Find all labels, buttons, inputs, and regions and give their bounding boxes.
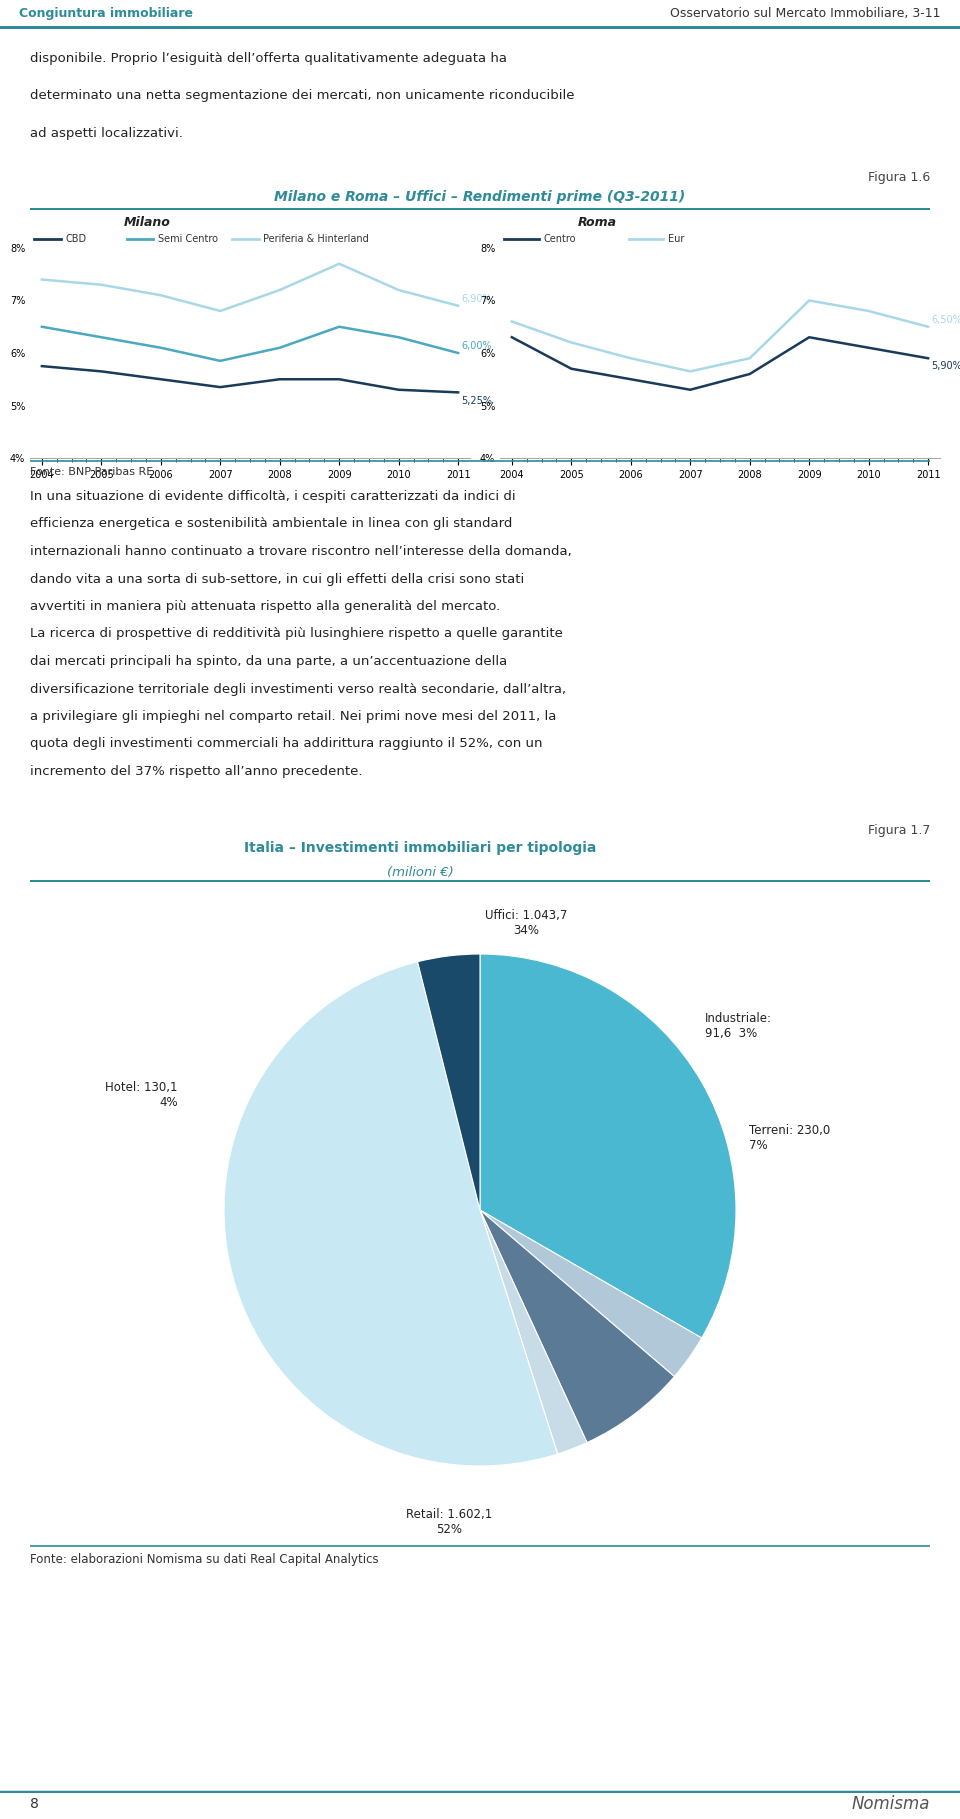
Text: 6,00%: 6,00% [461, 340, 492, 351]
Text: determinato una netta segmentazione dei mercati, non unicamente riconducibile: determinato una netta segmentazione dei … [30, 89, 574, 102]
Wedge shape [418, 953, 480, 1210]
Text: Roma: Roma [578, 215, 616, 229]
Text: incremento del 37% rispetto all’anno precedente.: incremento del 37% rispetto all’anno pre… [30, 766, 363, 779]
Text: Industriale:
91,6  3%: Industriale: 91,6 3% [706, 1011, 772, 1040]
Text: dando vita a una sorta di sub-settore, in cui gli effetti della crisi sono stati: dando vita a una sorta di sub-settore, i… [30, 573, 524, 586]
Text: Figura 1.7: Figura 1.7 [868, 824, 930, 837]
Text: diversificazione territoriale degli investimenti verso realtà secondarie, dall’a: diversificazione territoriale degli inve… [30, 682, 566, 695]
Text: internazionali hanno continuato a trovare riscontro nell’interesse della domanda: internazionali hanno continuato a trovar… [30, 546, 572, 558]
Text: Nomisma: Nomisma [852, 1795, 930, 1814]
Text: 5,25%: 5,25% [461, 395, 492, 406]
Text: efficienza energetica e sostenibilità ambientale in linea con gli standard: efficienza energetica e sostenibilità am… [30, 517, 513, 531]
Text: avvertiti in maniera più attenuata rispetto alla generalità del mercato.: avvertiti in maniera più attenuata rispe… [30, 600, 500, 613]
Wedge shape [480, 1210, 587, 1453]
Text: Hotel: 130,1
4%: Hotel: 130,1 4% [106, 1080, 178, 1110]
Text: CBD: CBD [65, 235, 86, 244]
Text: dai mercati principali ha spinto, da una parte, a un’accentuazione della: dai mercati principali ha spinto, da una… [30, 655, 507, 668]
Text: Uffici: 1.043,7
34%: Uffici: 1.043,7 34% [485, 910, 567, 937]
Text: Milano e Roma – Uffici – Rendimenti prime (Q3-2011): Milano e Roma – Uffici – Rendimenti prim… [275, 189, 685, 204]
Text: 5,90%: 5,90% [931, 362, 960, 371]
Text: In una situazione di evidente difficoltà, i cespiti caratterizzati da indici di: In una situazione di evidente difficoltà… [30, 489, 516, 504]
Text: disponibile. Proprio l’esiguità dell’offerta qualitativamente adeguata ha: disponibile. Proprio l’esiguità dell’off… [30, 53, 507, 65]
Text: La ricerca di prospettive di redditività più lusinghiere rispetto a quelle garan: La ricerca di prospettive di redditività… [30, 628, 563, 640]
Text: 6,50%: 6,50% [931, 315, 960, 324]
Text: Osservatorio sul Mercato Immobiliare, 3-11: Osservatorio sul Mercato Immobiliare, 3-… [670, 7, 941, 20]
Text: Italia – Investimenti immobiliari per tipologia: Italia – Investimenti immobiliari per ti… [244, 840, 596, 855]
Wedge shape [480, 1210, 675, 1442]
Text: 8: 8 [30, 1797, 38, 1812]
Text: Terreni: 230,0
7%: Terreni: 230,0 7% [749, 1124, 830, 1151]
Text: quota degli investimenti commerciali ha addirittura raggiunto il 52%, con un: quota degli investimenti commerciali ha … [30, 737, 542, 751]
Text: Congiuntura immobiliare: Congiuntura immobiliare [19, 7, 193, 20]
Text: Milano: Milano [124, 215, 171, 229]
Text: Periferia & Hinterland: Periferia & Hinterland [263, 235, 369, 244]
Wedge shape [480, 953, 736, 1339]
Text: (milioni €): (milioni €) [387, 866, 453, 879]
Text: ad aspetti localizzativi.: ad aspetti localizzativi. [30, 127, 182, 140]
Text: Retail: 1.602,1
52%: Retail: 1.602,1 52% [406, 1508, 492, 1537]
Text: Fonte: elaborazioni Nomisma su dati Real Capital Analytics: Fonte: elaborazioni Nomisma su dati Real… [30, 1553, 378, 1566]
Text: Fonte: BNP Paribas RE: Fonte: BNP Paribas RE [30, 467, 154, 477]
Text: a privilegiare gli impieghi nel comparto retail. Nei primi nove mesi del 2011, l: a privilegiare gli impieghi nel comparto… [30, 709, 557, 722]
Text: Semi Centro: Semi Centro [157, 235, 218, 244]
Text: Figura 1.6: Figura 1.6 [868, 171, 930, 184]
Text: 6,90%: 6,90% [461, 293, 492, 304]
Text: Eur: Eur [668, 235, 684, 244]
Wedge shape [480, 1210, 702, 1377]
Wedge shape [224, 962, 558, 1466]
Text: Centro: Centro [543, 235, 575, 244]
